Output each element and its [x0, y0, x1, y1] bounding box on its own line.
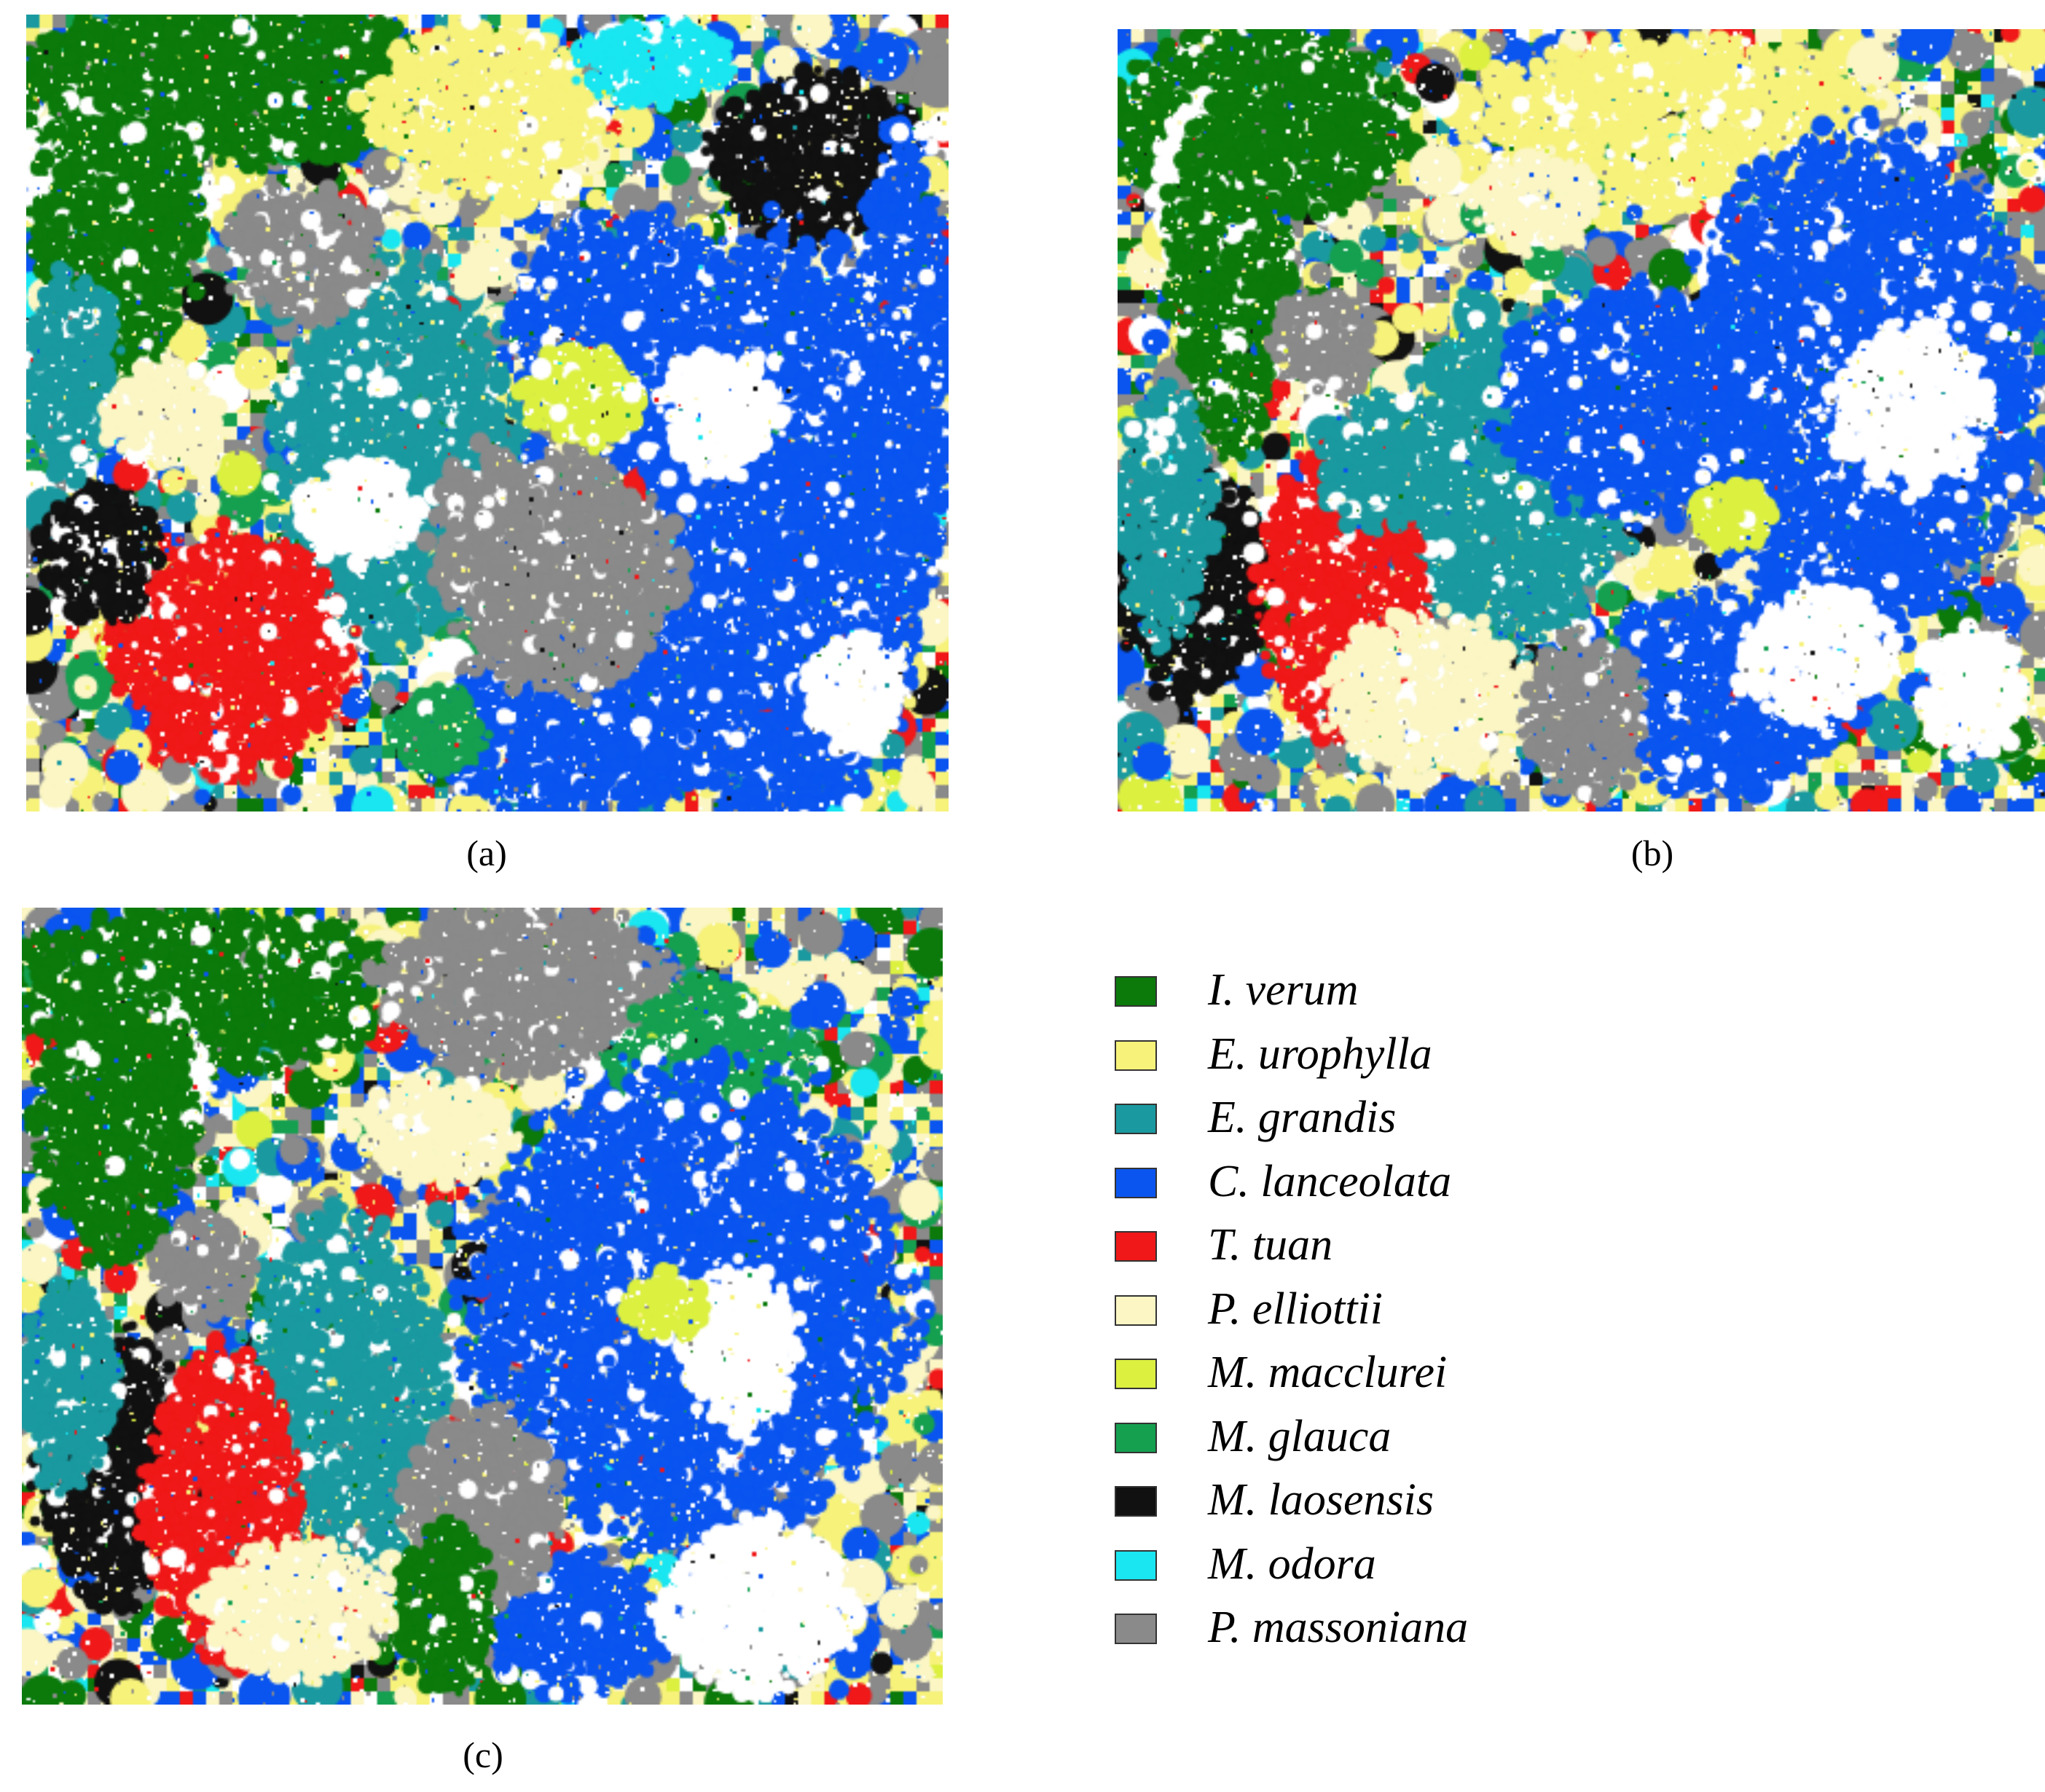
legend-swatch: [1115, 1104, 1157, 1134]
legend-swatch: [1115, 1614, 1157, 1644]
legend-label: I. verum: [1208, 965, 1359, 1015]
legend-label: M. macclurei: [1208, 1348, 1448, 1397]
legend-label: M. odora: [1208, 1538, 1376, 1589]
legend-swatch: [1115, 976, 1157, 1007]
legend-swatch: [1115, 1294, 1157, 1326]
caption-b: (b): [1630, 833, 1674, 873]
classification-map-c: [22, 908, 943, 1705]
legend-label: P. elliottii: [1208, 1284, 1383, 1334]
classification-map-a: [26, 15, 949, 811]
legend-swatch: [1115, 1422, 1157, 1453]
legend-label: E. grandis: [1208, 1093, 1397, 1142]
legend-item: M. glauca: [1115, 1412, 1770, 1479]
legend-label: E. urophylla: [1208, 1029, 1432, 1079]
map-canvas-a: [26, 15, 949, 811]
classification-map-b: [1118, 29, 2045, 811]
legend-swatch: [1115, 1231, 1157, 1262]
legend-label: T. tuan: [1208, 1220, 1333, 1270]
legend-swatch: [1115, 1040, 1157, 1071]
legend-item: E. urophylla: [1115, 1029, 1770, 1097]
legend-swatch: [1115, 1167, 1157, 1198]
map-canvas-c: [22, 908, 943, 1705]
legend-item: M. macclurei: [1115, 1348, 1770, 1415]
legend-label: P. massoniana: [1208, 1603, 1469, 1652]
legend-item: T. tuan: [1115, 1220, 1770, 1288]
legend-swatch: [1115, 1359, 1157, 1389]
legend-item: M. laosensis: [1115, 1475, 1770, 1543]
map-canvas-b: [1118, 29, 2045, 811]
legend-item: I. verum: [1115, 965, 1770, 1033]
legend-item: P. massoniana: [1115, 1603, 1770, 1670]
legend-item: C. lanceolata: [1115, 1157, 1770, 1225]
legend-label: M. glauca: [1208, 1411, 1392, 1461]
legend-item: P. elliottii: [1115, 1284, 1770, 1352]
legend-label: M. laosensis: [1208, 1475, 1434, 1525]
legend-item: E. grandis: [1115, 1093, 1770, 1160]
legend-item: M. odora: [1115, 1539, 1770, 1607]
legend-label: C. lanceolata: [1208, 1156, 1452, 1206]
legend-swatch: [1115, 1549, 1157, 1581]
caption-a: (a): [466, 833, 507, 873]
legend-swatch: [1115, 1486, 1157, 1517]
caption-c: (c): [463, 1734, 503, 1775]
map-legend: I. verum E. urophylla E. grandis C. lanc…: [1115, 965, 1770, 1670]
